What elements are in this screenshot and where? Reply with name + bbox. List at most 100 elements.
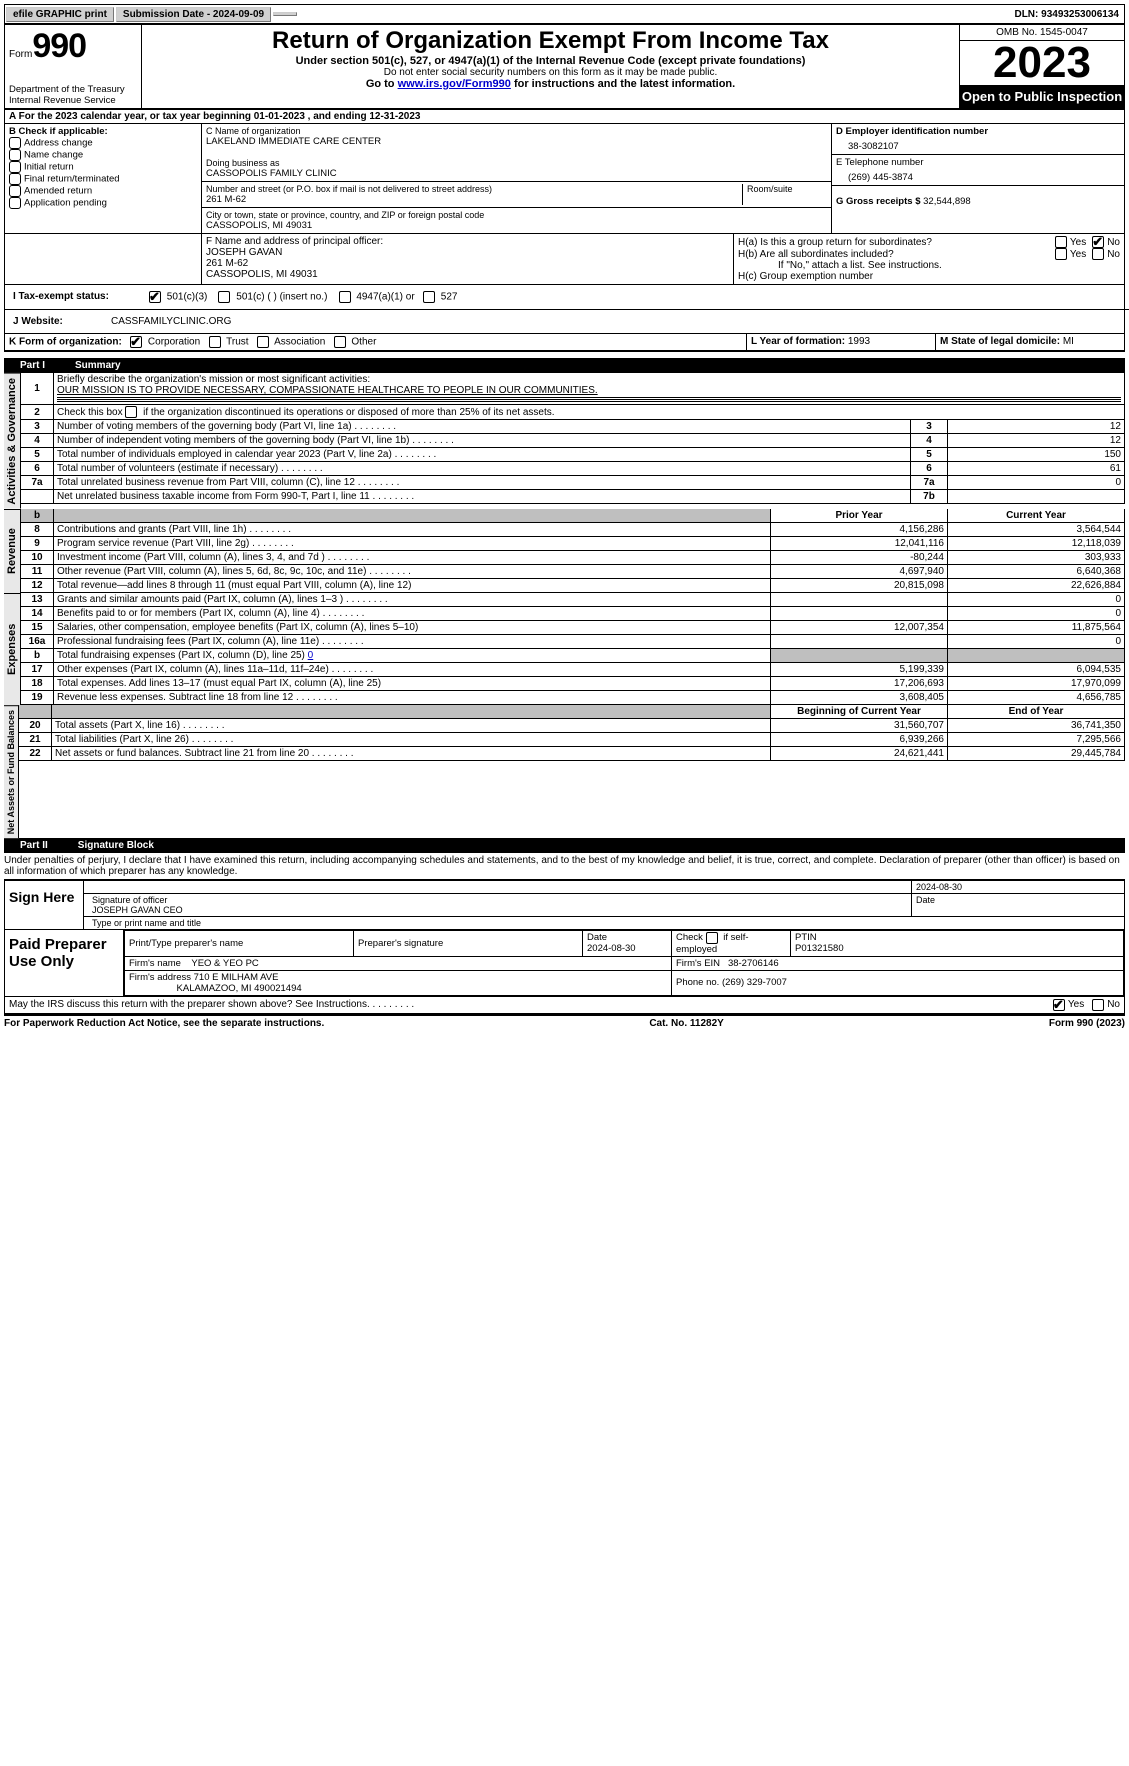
cell: Net assets or fund balances. Subtract li… — [52, 746, 771, 760]
cell: 3 — [911, 420, 948, 434]
discuss-no[interactable] — [1092, 999, 1104, 1011]
cell — [21, 490, 54, 504]
firm-ein-label: Firm's EIN — [676, 958, 720, 969]
sig-officer-label: Signature of officer — [92, 895, 907, 905]
opt-address-change: Address change — [24, 138, 93, 149]
firm-ein: 38-2706146 — [728, 958, 779, 969]
city-label: City or town, state or province, country… — [206, 210, 827, 220]
form-subtitle: Under section 501(c), 527, or 4947(a)(1)… — [150, 55, 951, 67]
opt-name-change: Name change — [24, 150, 83, 161]
cb-trust[interactable] — [209, 336, 221, 348]
cell: Number of voting members of the governin… — [54, 420, 911, 434]
hdr-begin: Beginning of Current Year — [771, 705, 948, 719]
i-j-row: I Tax-exempt status: 501(c)(3) 501(c) ( … — [4, 285, 1125, 334]
cell: 20 — [19, 718, 52, 732]
cb-4947[interactable] — [339, 291, 351, 303]
cell: 10 — [21, 550, 54, 564]
ptin-label: PTIN — [795, 932, 817, 943]
cb-self-employed[interactable] — [706, 932, 718, 944]
perjury-text: Under penalties of perjury, I declare th… — [4, 853, 1125, 879]
f-h-row: F Name and address of principal officer:… — [4, 234, 1125, 285]
ha-no[interactable] — [1092, 236, 1104, 248]
q2-text: Check this box if the organization disco… — [57, 407, 555, 418]
gross-value: 32,544,898 — [923, 196, 971, 207]
footer-right: Form 990 (2023) — [1049, 1018, 1125, 1029]
hb-no[interactable] — [1092, 248, 1104, 260]
box-b-title: B Check if applicable: — [9, 126, 197, 137]
paid-preparer-block: Paid Preparer Use Only Print/Type prepar… — [4, 930, 1125, 997]
cell: 36,741,350 — [948, 718, 1125, 732]
ha-yes[interactable] — [1055, 236, 1067, 248]
box-d-e-g: D Employer identification number 38-3082… — [832, 124, 1124, 233]
cb-app-pending[interactable] — [9, 197, 21, 209]
cell: Program service revenue (Part VIII, line… — [54, 536, 771, 550]
expenses-section: Expenses 13Grants and similar amounts pa… — [4, 593, 1125, 705]
firm-addr-label: Firm's address — [129, 972, 191, 983]
goto-link[interactable]: www.irs.gov/Form990 — [398, 78, 511, 90]
firm-name: YEO & YEO PC — [191, 958, 258, 969]
form-title: Return of Organization Exempt From Incom… — [150, 27, 951, 55]
cell: 12,118,039 — [948, 536, 1125, 550]
cb-initial-return[interactable] — [9, 161, 21, 173]
cb-final-return[interactable] — [9, 173, 21, 185]
cb-501c3[interactable] — [149, 291, 161, 303]
cell: 4 — [911, 434, 948, 448]
officer-label: F Name and address of principal officer: — [206, 236, 729, 247]
box-b: B Check if applicable: Address change Na… — [5, 124, 202, 233]
opt-4947: 4947(a)(1) or — [356, 292, 414, 303]
cb-amended[interactable] — [9, 185, 21, 197]
footer-center: Cat. No. 11282Y — [649, 1018, 723, 1029]
cb-discontinued[interactable] — [125, 406, 137, 418]
cb-address-change[interactable] — [9, 137, 21, 149]
hdr-end: End of Year — [948, 705, 1125, 719]
cell: Total liabilities (Part X, line 26) — [52, 732, 771, 746]
cell: 5 — [21, 448, 54, 462]
cell: 61 — [948, 462, 1125, 476]
cb-527[interactable] — [423, 291, 435, 303]
part2-title: Signature Block — [78, 840, 154, 851]
cell: 12 — [21, 578, 54, 592]
part1-header: Part I Summary — [4, 358, 1125, 373]
footer-left: For Paperwork Reduction Act Notice, see … — [4, 1018, 324, 1029]
hc-label: H(c) Group exemption number — [738, 271, 1120, 282]
irs-label: Internal Revenue Service — [9, 95, 137, 106]
city-value: CASSOPOLIS, MI 49031 — [206, 220, 827, 231]
submission-date-button[interactable]: Submission Date - 2024-09-09 — [116, 7, 271, 22]
summary-section: Activities & Governance 1 Briefly descri… — [4, 373, 1125, 509]
prep-date-label: Date — [587, 932, 607, 943]
goto-post: for instructions and the latest informat… — [511, 78, 735, 90]
cell: 22,626,884 — [948, 578, 1125, 592]
cell: 7a — [21, 476, 54, 490]
cell: 6,640,368 — [948, 564, 1125, 578]
opt-501c: 501(c) ( ) (insert no.) — [236, 292, 327, 303]
open-inspection: Open to Public Inspection — [960, 85, 1124, 108]
firm-addr2: KALAMAZOO, MI 490021494 — [177, 983, 302, 994]
efile-print-button[interactable]: efile GRAPHIC print — [6, 7, 114, 22]
cell: 4,156,286 — [771, 522, 948, 536]
cb-corp[interactable] — [130, 336, 142, 348]
yes-text: Yes — [1070, 237, 1086, 248]
hb-yes[interactable] — [1055, 248, 1067, 260]
expenses-table: 13Grants and similar amounts paid (Part … — [21, 593, 1125, 705]
cell: 12,041,116 — [771, 536, 948, 550]
ssn-warning: Do not enter social security numbers on … — [150, 67, 951, 78]
sig-date-label: Date — [911, 894, 1120, 916]
year-formation-label: L Year of formation: — [751, 336, 845, 347]
cb-assoc[interactable] — [257, 336, 269, 348]
addr-label: Number and street (or P.O. box if mail i… — [206, 184, 738, 194]
cell: Total revenue—add lines 8 through 11 (mu… — [54, 578, 771, 592]
hdr-prior: Prior Year — [771, 509, 948, 523]
cb-501c[interactable] — [218, 291, 230, 303]
domicile-label: M State of legal domicile: — [940, 336, 1060, 347]
prep-sig-label: Preparer's signature — [354, 930, 583, 956]
opt-assoc: Association — [274, 337, 325, 348]
cell: Investment income (Part VIII, column (A)… — [54, 550, 771, 564]
discuss-yes[interactable] — [1053, 999, 1065, 1011]
cb-other[interactable] — [334, 336, 346, 348]
cb-name-change[interactable] — [9, 149, 21, 161]
cell: 29,445,784 — [948, 746, 1125, 760]
box-c: C Name of organization LAKELAND IMMEDIAT… — [202, 124, 832, 233]
opt-initial: Initial return — [24, 162, 74, 173]
ein-value: 38-3082107 — [836, 137, 1120, 152]
16b-link[interactable]: 0 — [308, 650, 314, 661]
